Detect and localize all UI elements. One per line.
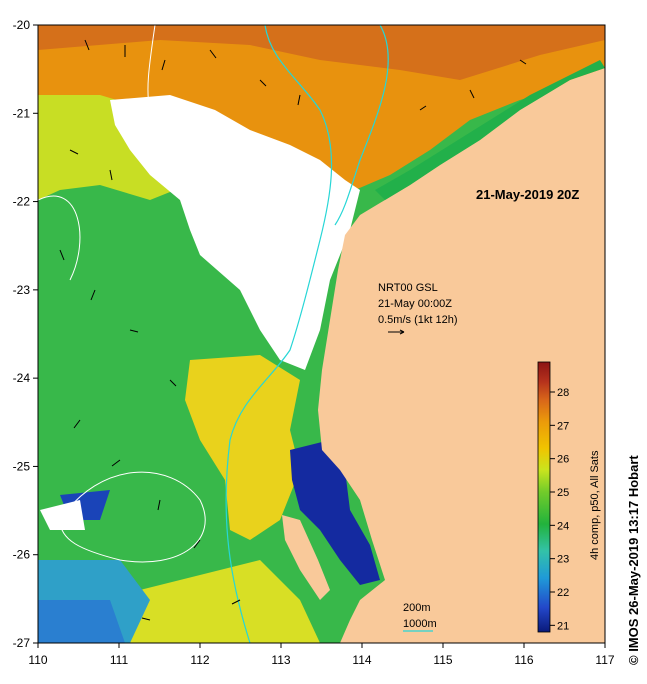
bay-cold-water — [290, 440, 380, 585]
y-tick-label: -25 — [13, 459, 31, 473]
y-tick-label: -20 — [13, 18, 31, 32]
x-tick-label: 117 — [595, 653, 614, 667]
colorbar-tick-label: 25 — [557, 487, 569, 499]
contour-200m — [147, 25, 301, 361]
x-tick-label: 115 — [433, 653, 452, 667]
colorbar — [537, 361, 551, 633]
colorbar-tick-label: 27 — [557, 420, 569, 432]
y-tick-label: -27 — [13, 636, 31, 650]
colorbar-tick-label: 21 — [557, 620, 569, 632]
colorbar-tick-label: 23 — [557, 554, 569, 566]
contour-eddy — [59, 471, 206, 563]
contour-200m-west — [38, 195, 81, 281]
contour-1000m — [225, 25, 333, 643]
sst-field-yellow — [185, 355, 300, 540]
sst-field-dark-orange — [38, 25, 605, 80]
no-data-patch — [40, 500, 85, 530]
y-tick-label: -22 — [13, 195, 31, 209]
map-plot-area — [38, 25, 605, 643]
colorbar-tick-label: 26 — [557, 454, 569, 466]
colorbar-tick-label: 22 — [557, 587, 569, 599]
y-tick-label: -24 — [13, 371, 31, 385]
product-label: NRT00 GSL — [378, 282, 438, 294]
land-mass — [318, 68, 605, 643]
plot-frame — [37, 24, 606, 644]
colorbar-title: 4h comp, p50, All Sats — [589, 450, 601, 560]
y-tick-label: -26 — [13, 548, 31, 562]
x-tick-label: 116 — [514, 653, 533, 667]
peninsula — [282, 515, 330, 600]
x-tick-label: 113 — [271, 653, 290, 667]
contour-1000-label: 1000m — [403, 618, 437, 630]
y-tick-label: -21 — [13, 106, 31, 120]
y-axis: -20 -21 -22 -23 -24 -25 -26 -27 — [13, 18, 38, 650]
sst-field-south-yellow — [130, 560, 320, 643]
speed-scale-label: 0.5m/s (1kt 12h) — [378, 314, 457, 326]
x-axis: 110 111 112 113 114 115 116 117 — [28, 643, 615, 667]
x-tick-label: 114 — [352, 653, 371, 667]
colorbar-ticks: 21 22 23 24 25 26 27 28 — [550, 387, 569, 632]
contour-1000m-north — [334, 25, 389, 226]
x-tick-label: 111 — [110, 653, 129, 667]
map-title: 21-May-2019 20Z — [476, 187, 579, 202]
x-tick-label: 110 — [28, 653, 47, 667]
no-data-cloud — [110, 95, 360, 370]
colorbar-tick-label: 24 — [557, 520, 569, 532]
sst-field-blue — [38, 600, 125, 643]
coastal-strip — [375, 60, 605, 200]
time-label: 21-May 00:00Z — [378, 298, 452, 310]
contour-200-label: 200m — [403, 602, 431, 614]
y-tick-label: -23 — [13, 283, 31, 297]
current-vectors — [59, 39, 527, 621]
scale-arrow-icon — [388, 329, 405, 335]
credit-text: © IMOS 26-May-2019 13:17 Hobart — [626, 455, 641, 665]
colorbar-tick-label: 28 — [557, 387, 569, 399]
x-tick-label: 112 — [190, 653, 209, 667]
